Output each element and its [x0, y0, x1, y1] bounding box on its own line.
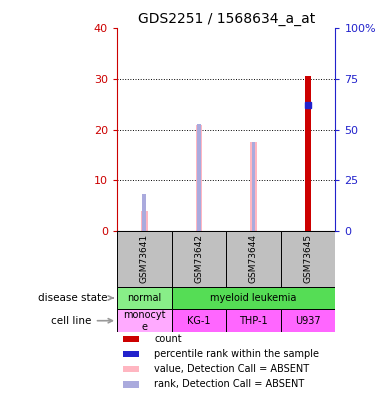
Bar [141, 211, 147, 231]
Bar [123, 366, 140, 372]
Title: GDS2251 / 1568634_a_at: GDS2251 / 1568634_a_at [138, 12, 315, 26]
Text: U937: U937 [295, 316, 321, 326]
Bar [117, 231, 172, 287]
Bar [117, 309, 172, 332]
Bar [142, 194, 146, 231]
Bar [226, 231, 281, 287]
Text: percentile rank within the sample: percentile rank within the sample [154, 349, 319, 359]
Text: myeloid leukemia: myeloid leukemia [210, 293, 297, 303]
Text: value, Detection Call = ABSENT: value, Detection Call = ABSENT [154, 364, 309, 374]
Text: THP-1: THP-1 [239, 316, 268, 326]
Bar [197, 124, 201, 231]
Text: KG-1: KG-1 [187, 316, 211, 326]
Bar [252, 142, 255, 231]
Text: GSM73644: GSM73644 [249, 234, 258, 283]
Bar [281, 231, 335, 287]
Bar [306, 105, 310, 231]
Text: rank, Detection Call = ABSENT: rank, Detection Call = ABSENT [154, 379, 304, 390]
Bar [172, 231, 226, 287]
Bar [250, 142, 257, 231]
Bar [117, 287, 172, 309]
Text: monocyt
e: monocyt e [123, 310, 165, 332]
Bar [172, 287, 335, 309]
Bar [172, 309, 226, 332]
Bar [123, 351, 140, 357]
Bar [305, 77, 311, 231]
Text: count: count [154, 334, 182, 344]
Text: GSM73641: GSM73641 [140, 234, 149, 283]
Bar [281, 309, 335, 332]
Bar [123, 336, 140, 342]
Bar [196, 125, 202, 231]
Text: GSM73645: GSM73645 [303, 234, 313, 283]
Text: normal: normal [127, 293, 161, 303]
Text: cell line: cell line [51, 316, 112, 326]
Bar [123, 382, 140, 388]
Bar [226, 309, 281, 332]
Text: GSM73642: GSM73642 [194, 234, 204, 283]
Bar [305, 77, 311, 231]
Text: disease state: disease state [38, 293, 113, 303]
